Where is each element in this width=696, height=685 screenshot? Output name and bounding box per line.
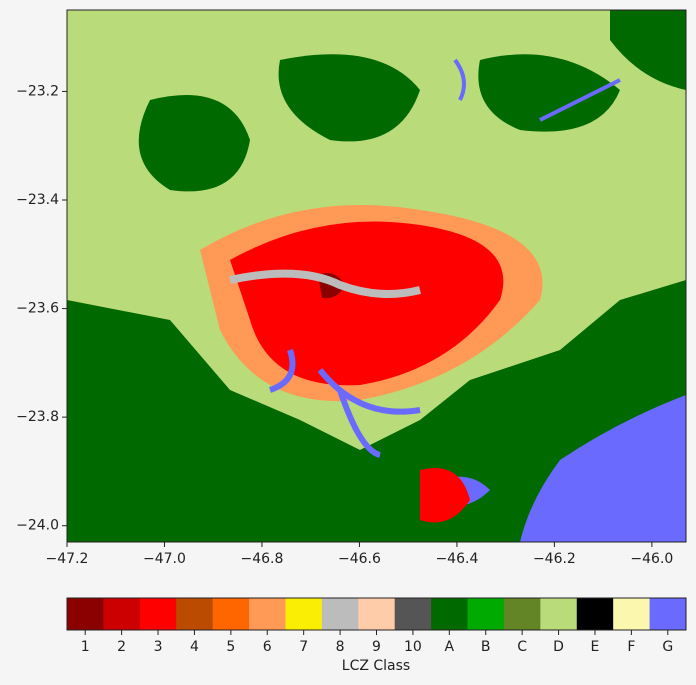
y-tick-label: −23.8	[16, 409, 59, 425]
x-tick-label: −46.0	[630, 551, 673, 567]
colorbar-tick-label: 4	[190, 639, 199, 655]
x-tick-label: −47.2	[46, 551, 89, 567]
x-tick-label: −46.2	[533, 551, 576, 567]
y-tick-label: −23.6	[16, 301, 59, 317]
colorbar-tick-label: 5	[226, 639, 235, 655]
colorbar-tick-label: A	[445, 639, 455, 655]
plot-frame	[66, 9, 687, 543]
colorbar-label: LCZ Class	[342, 658, 410, 674]
x-tick-label: −46.8	[241, 551, 284, 567]
colorbar-tick-label: 9	[372, 639, 381, 655]
colorbar-swatch	[139, 598, 177, 630]
x-tick-label: −47.0	[143, 551, 186, 567]
colorbar-swatch	[649, 598, 687, 630]
colorbar-swatch	[176, 598, 214, 630]
colorbar-tick-label: 7	[299, 639, 308, 655]
lcz-raster	[67, 10, 686, 542]
y-tick-label: −24.0	[16, 518, 59, 534]
colorbar-tick-label: G	[662, 639, 673, 655]
colorbar-swatch	[576, 598, 614, 630]
colorbar-swatch	[358, 598, 396, 630]
colorbar-swatch	[540, 598, 578, 630]
colorbar-swatch	[321, 598, 359, 630]
y-tick-label: −23.4	[16, 192, 59, 208]
x-tick-label: −46.4	[435, 551, 478, 567]
colorbar-swatch	[431, 598, 469, 630]
colorbar-swatch	[394, 598, 432, 630]
y-tick-label: −23.2	[16, 83, 59, 99]
colorbar-tick-label: B	[481, 639, 491, 655]
colorbar-tick-label: 8	[336, 639, 345, 655]
colorbar-swatch	[249, 598, 286, 630]
colorbar-swatch	[285, 598, 323, 630]
colorbar-tick-label: F	[627, 639, 635, 655]
colorbar-swatch	[67, 598, 104, 630]
colorbar-swatch	[613, 598, 651, 630]
colorbar-swatch	[212, 598, 250, 630]
colorbar-tick-label: C	[517, 639, 527, 655]
colorbar-tick-label: E	[591, 639, 600, 655]
colorbar-tick-label: 6	[263, 639, 272, 655]
colorbar-tick-label: D	[553, 639, 564, 655]
colorbar-swatch	[103, 598, 141, 630]
colorbar-swatch	[503, 598, 541, 630]
x-tick-label: −46.6	[338, 551, 381, 567]
colorbar-swatch	[467, 598, 505, 630]
colorbar-frame	[66, 597, 687, 631]
colorbar-tick-label: 2	[117, 639, 126, 655]
colorbar-tick-label: 3	[154, 639, 163, 655]
colorbar-tick-label: 10	[404, 639, 422, 655]
colorbar-tick-label: 1	[81, 639, 90, 655]
